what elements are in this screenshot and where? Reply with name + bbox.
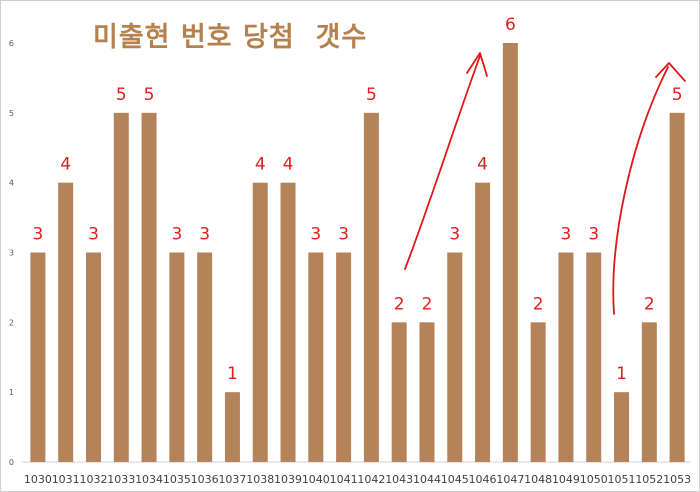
bar — [30, 252, 46, 462]
x-tick-label: 1046 — [469, 473, 497, 486]
x-tick-label: 1053 — [663, 473, 691, 486]
y-tick-label: 1 — [9, 388, 14, 397]
data-label: 5 — [366, 85, 377, 105]
x-tick-label: 1039 — [274, 473, 302, 486]
x-tick-label: 1042 — [357, 473, 385, 486]
annotation-arrowhead-1 — [466, 52, 488, 77]
bar — [391, 322, 407, 462]
bar — [363, 112, 379, 462]
bar — [169, 252, 185, 462]
data-label: 3 — [199, 225, 210, 245]
data-label: 3 — [561, 225, 572, 245]
data-label: 4 — [283, 155, 294, 175]
x-tick-label: 1048 — [524, 473, 552, 486]
bar — [58, 182, 74, 462]
data-label: 3 — [88, 225, 99, 245]
x-tick-label: 1047 — [496, 473, 524, 486]
data-label: 5 — [672, 85, 683, 105]
y-tick-label: 4 — [9, 179, 14, 188]
x-tick-label: 1036 — [191, 473, 219, 486]
bar — [641, 322, 657, 462]
annotation-arrow-2 — [612, 66, 669, 315]
bar — [558, 252, 574, 462]
y-tick-label: 3 — [9, 249, 14, 258]
x-tick-label: 1041 — [330, 473, 358, 486]
data-label: 3 — [588, 225, 599, 245]
y-tick-label: 5 — [9, 109, 14, 118]
x-tick-label: 1043 — [385, 473, 413, 486]
y-tick-label: 0 — [9, 458, 14, 467]
bar — [614, 392, 630, 462]
bar — [308, 252, 324, 462]
bar — [502, 43, 518, 462]
x-tick-label: 1035 — [163, 473, 191, 486]
x-tick-label: 1049 — [552, 473, 580, 486]
x-tick-label: 1051 — [608, 473, 636, 486]
data-label: 3 — [310, 225, 321, 245]
y-tick-label: 2 — [9, 318, 14, 327]
data-label: 6 — [505, 15, 516, 35]
data-label: 2 — [644, 294, 655, 314]
data-label: 2 — [422, 294, 433, 314]
bar — [141, 112, 157, 462]
data-label: 4 — [477, 155, 488, 175]
bar — [252, 182, 268, 462]
data-label: 5 — [116, 85, 127, 105]
data-label: 3 — [171, 225, 182, 245]
bar — [85, 252, 101, 462]
annotation-arrow-1 — [404, 55, 481, 270]
x-tick-label: 1034 — [135, 473, 163, 486]
data-label: 4 — [255, 155, 266, 175]
x-tick-label: 1040 — [302, 473, 330, 486]
x-tick-label: 1030 — [24, 473, 52, 486]
data-label: 3 — [338, 225, 349, 245]
data-label: 2 — [533, 294, 544, 314]
y-tick-label: 6 — [9, 39, 14, 48]
data-label: 3 — [449, 225, 460, 245]
x-tick-label: 1037 — [218, 473, 246, 486]
x-tick-label: 1031 — [52, 473, 80, 486]
data-label: 4 — [60, 155, 71, 175]
bar — [475, 182, 491, 462]
x-tick-label: 1044 — [413, 473, 441, 486]
x-tick-label: 1033 — [107, 473, 135, 486]
bar — [113, 112, 129, 462]
bar — [669, 112, 685, 462]
data-label: 1 — [616, 364, 627, 384]
bar — [224, 392, 240, 462]
data-label: 2 — [394, 294, 405, 314]
annotation-arrowhead-2 — [655, 62, 686, 82]
x-tick-label: 1052 — [635, 473, 663, 486]
bar — [280, 182, 296, 462]
bar — [336, 252, 352, 462]
data-label: 1 — [227, 364, 238, 384]
bar — [419, 322, 435, 462]
data-label: 3 — [32, 225, 43, 245]
bar — [530, 322, 546, 462]
x-tick-label: 1038 — [246, 473, 274, 486]
x-tick-label: 1050 — [580, 473, 608, 486]
x-tick-label: 1045 — [441, 473, 469, 486]
chart-title: 미출현 번호 당첨 갯수 — [93, 22, 368, 53]
data-label: 5 — [144, 85, 155, 105]
bar — [197, 252, 213, 462]
bar — [447, 252, 463, 462]
bar — [586, 252, 602, 462]
x-tick-label: 1032 — [79, 473, 107, 486]
